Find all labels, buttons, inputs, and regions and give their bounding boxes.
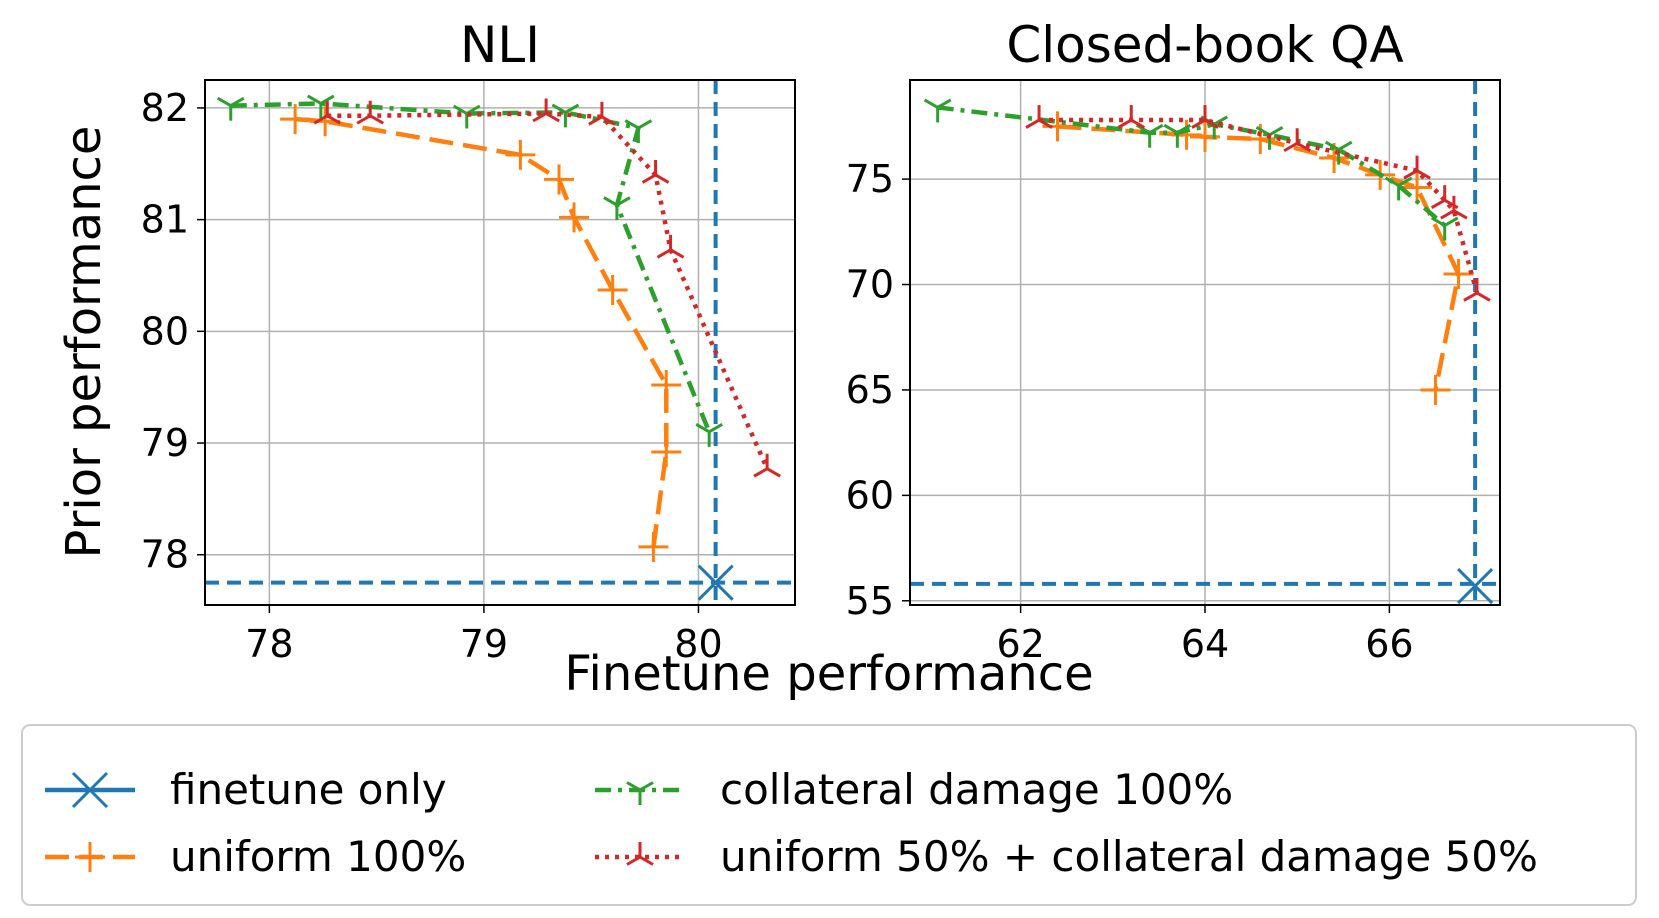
- plot-area: [205, 80, 795, 605]
- axes-frame: [909, 79, 1501, 606]
- chart-panel-1: 78 79 80 78 79 80 81 82 NLI: [141, 16, 796, 666]
- y-tick-label: 70: [846, 263, 894, 307]
- x-tick-label: 62: [996, 622, 1044, 666]
- legend-entry: finetune only: [45, 765, 447, 814]
- y-tick-label: 79: [141, 421, 189, 465]
- data-point: [1384, 176, 1413, 201]
- series-line: [1039, 117, 1480, 294]
- series-line: [230, 101, 712, 433]
- chart-panel-2: 62 64 66 55 60 65 70 75 Closed-book QA: [846, 16, 1501, 666]
- data-point: [313, 100, 342, 125]
- data-point: [1283, 128, 1311, 153]
- data-point: [603, 196, 631, 221]
- y-tick-label: 60: [846, 473, 894, 517]
- series-finetune-only: [697, 564, 734, 601]
- y-tick-label: 81: [141, 198, 189, 242]
- x-tick-label: 66: [1365, 622, 1413, 666]
- data-point: [588, 101, 616, 126]
- series-uniform-50-collateral-damage-50-: [313, 98, 781, 478]
- series-collateral-damage-100-: [923, 98, 1459, 241]
- y-tick-label: 80: [141, 309, 189, 353]
- series-line: [294, 116, 669, 548]
- series-uniform-100-: [1042, 111, 1474, 405]
- data-point: [753, 453, 781, 478]
- data-point: [1403, 155, 1431, 180]
- data-point: [641, 159, 670, 184]
- y-tick-label: 65: [846, 368, 894, 412]
- shared-y-axis-label: Prior performance: [56, 126, 112, 559]
- data-point: [1191, 105, 1219, 129]
- y-tick-label: 55: [846, 579, 894, 623]
- data-point: [75, 842, 105, 872]
- data-point: [1420, 374, 1451, 405]
- chart-title: Closed-book QA: [1006, 16, 1403, 74]
- chart-panels: 78 79 80 78 79 80 81 82 NLI 62 64 66 55 60 65 70 75 Close…: [141, 16, 1501, 666]
- x-tick-label: 80: [674, 622, 722, 666]
- axes-frame: [204, 79, 796, 606]
- series-collateral-damage-100-: [216, 94, 723, 447]
- data-point: [624, 119, 653, 144]
- legend-label: uniform 50% + collateral damage 50%: [720, 832, 1538, 881]
- data-point: [923, 98, 952, 123]
- data-point: [1430, 185, 1459, 209]
- data-point: [1117, 105, 1146, 129]
- x-tick-label: 79: [460, 622, 508, 666]
- shared-x-axis-label: Finetune performance: [564, 646, 1093, 702]
- series-uniform-50-collateral-damage-50-: [1025, 105, 1491, 302]
- data-point: [71, 771, 109, 809]
- data-point: [1042, 111, 1073, 142]
- legend-entry: uniform 50% + collateral damage 50%: [595, 832, 1538, 881]
- series-line: [937, 105, 1447, 228]
- chart-title: NLI: [460, 16, 540, 74]
- data-point: [638, 531, 669, 562]
- legend: finetune only uniform 100% collateral dama…: [21, 724, 1637, 906]
- data-point: [626, 781, 654, 805]
- data-point: [356, 100, 384, 125]
- data-point: [1135, 123, 1164, 148]
- data-point: [452, 104, 481, 129]
- y-tick-label: 75: [846, 157, 894, 201]
- data-point: [1430, 216, 1459, 241]
- data-point: [280, 104, 311, 135]
- data-point: [626, 842, 654, 866]
- data-point: [532, 98, 560, 123]
- legend-entry: uniform 100%: [45, 832, 466, 881]
- data-point: [656, 234, 685, 259]
- series-uniform-100-: [280, 104, 682, 562]
- data-point: [544, 164, 574, 195]
- data-point: [505, 139, 536, 170]
- data-point: [1025, 105, 1053, 129]
- data-point: [1463, 277, 1491, 302]
- legend-entry: collateral damage 100%: [595, 765, 1233, 814]
- data-point: [597, 275, 628, 305]
- legend-label: uniform 100%: [170, 832, 466, 881]
- y-tick-label: 78: [141, 533, 189, 577]
- data-point: [1443, 258, 1474, 289]
- series-line: [1057, 124, 1461, 391]
- data-point: [695, 423, 723, 447]
- data-point: [697, 564, 734, 601]
- plot-area: [910, 80, 1500, 605]
- data-point: [651, 436, 682, 467]
- data-point: [1402, 172, 1433, 203]
- data-point: [559, 202, 590, 233]
- data-point: [1457, 567, 1494, 605]
- legend-box: [21, 724, 1637, 906]
- data-point: [651, 369, 682, 400]
- x-tick-label: 64: [1181, 622, 1229, 666]
- x-tick-label: 78: [245, 622, 293, 666]
- data-point: [1440, 195, 1468, 220]
- legend-label: finetune only: [170, 765, 447, 814]
- y-tick-label: 82: [141, 86, 189, 130]
- data-point: [307, 94, 335, 119]
- data-point: [1163, 123, 1192, 148]
- data-point: [551, 103, 580, 128]
- data-point: [216, 96, 245, 121]
- series-finetune-only: [1457, 567, 1494, 605]
- legend-label: collateral damage 100%: [720, 765, 1233, 814]
